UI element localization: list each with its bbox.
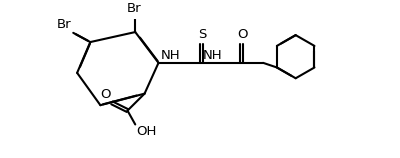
Text: S: S [198,28,206,41]
Text: Br: Br [126,2,141,15]
Text: Br: Br [56,18,71,31]
Text: NH: NH [160,49,180,62]
Text: O: O [100,88,110,101]
Text: O: O [237,28,248,41]
Text: OH: OH [136,125,156,138]
Text: NH: NH [203,49,222,62]
